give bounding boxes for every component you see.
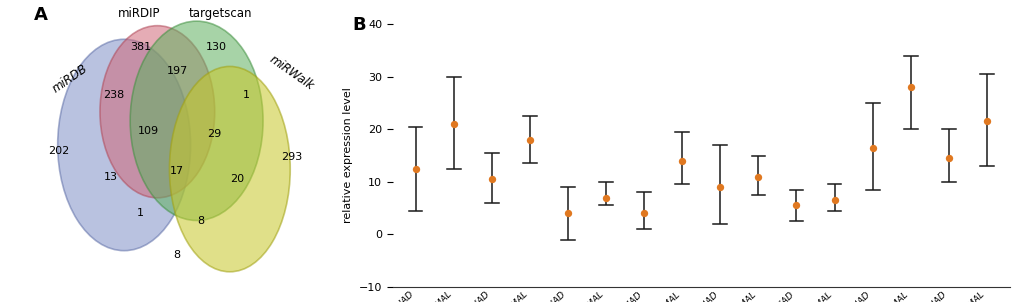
- Point: [635, 211, 651, 216]
- Point: [940, 156, 956, 161]
- Point: [750, 174, 766, 179]
- Text: 29: 29: [208, 129, 222, 140]
- Text: 20: 20: [230, 174, 245, 184]
- Text: 1: 1: [243, 90, 250, 100]
- Text: 202: 202: [49, 146, 69, 156]
- Text: 1: 1: [138, 208, 144, 218]
- Point: [559, 211, 576, 216]
- Text: 8: 8: [173, 250, 180, 260]
- Text: 130: 130: [206, 42, 226, 52]
- Point: [521, 137, 537, 142]
- Text: 238: 238: [103, 90, 124, 100]
- Y-axis label: relative expression level: relative expression level: [343, 88, 353, 223]
- Point: [902, 85, 918, 90]
- Point: [445, 122, 462, 127]
- Text: miRDIP: miRDIP: [118, 7, 160, 20]
- Point: [711, 185, 728, 189]
- Point: [788, 203, 804, 208]
- Text: 109: 109: [138, 126, 159, 137]
- Text: 17: 17: [170, 165, 183, 176]
- Text: 13: 13: [104, 172, 117, 182]
- Text: targetscan: targetscan: [189, 7, 253, 20]
- Point: [674, 158, 690, 163]
- Point: [483, 177, 499, 182]
- Ellipse shape: [100, 26, 215, 198]
- Text: 8: 8: [198, 216, 205, 226]
- Text: 381: 381: [130, 42, 151, 52]
- Text: 197: 197: [166, 66, 187, 76]
- Text: B: B: [353, 16, 366, 34]
- Point: [407, 166, 423, 171]
- Point: [864, 145, 880, 150]
- Text: 293: 293: [281, 152, 302, 162]
- Text: A: A: [34, 6, 47, 24]
- Text: miRWalk: miRWalk: [267, 53, 316, 92]
- Point: [597, 195, 613, 200]
- Ellipse shape: [58, 39, 191, 251]
- Text: miRDB: miRDB: [50, 62, 90, 95]
- Ellipse shape: [130, 21, 263, 220]
- Ellipse shape: [169, 66, 290, 272]
- Point: [825, 198, 842, 203]
- Point: [978, 119, 995, 124]
